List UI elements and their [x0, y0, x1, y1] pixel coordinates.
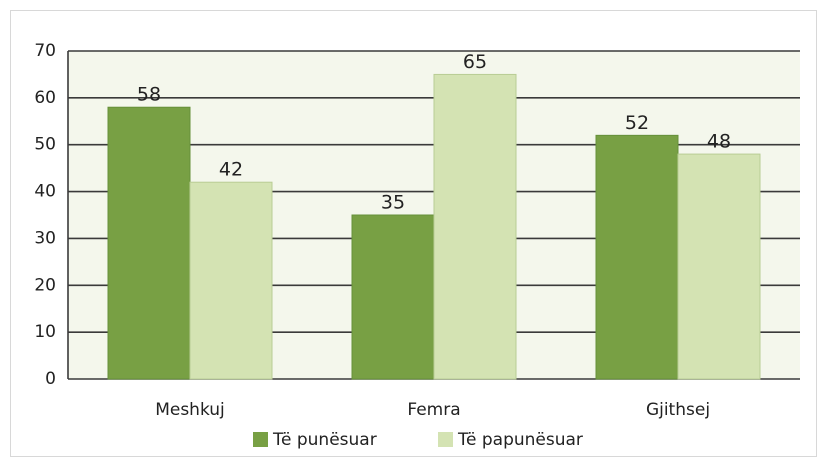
y-tick-label: 10 — [34, 322, 56, 342]
data-label: 52 — [625, 112, 649, 134]
bar — [351, 214, 435, 380]
bar — [189, 181, 273, 380]
y-tick-label: 0 — [45, 369, 56, 389]
x-tick-label: Femra — [407, 400, 460, 420]
data-label: 58 — [137, 84, 161, 106]
legend-swatch — [253, 432, 268, 447]
y-tick-label: 70 — [34, 41, 56, 61]
data-label: 65 — [463, 51, 487, 73]
y-tick-label: 60 — [34, 88, 56, 108]
y-tick-label: 30 — [34, 228, 56, 248]
legend-label: Të punësuar — [272, 430, 377, 450]
legend-label: Të papunësuar — [457, 430, 583, 450]
bar — [433, 73, 517, 380]
data-label: 42 — [219, 159, 243, 181]
x-tick-label: Gjithsej — [646, 400, 710, 420]
x-tick-label: Meshkuj — [155, 400, 225, 420]
bar — [107, 106, 191, 380]
y-tick-label: 20 — [34, 275, 56, 295]
data-label: 35 — [381, 192, 405, 214]
bar — [595, 134, 679, 380]
y-tick-label: 50 — [34, 135, 56, 155]
legend-swatch — [438, 432, 453, 447]
data-label: 48 — [707, 131, 731, 153]
bar — [677, 153, 761, 380]
y-tick-label: 40 — [34, 182, 56, 202]
